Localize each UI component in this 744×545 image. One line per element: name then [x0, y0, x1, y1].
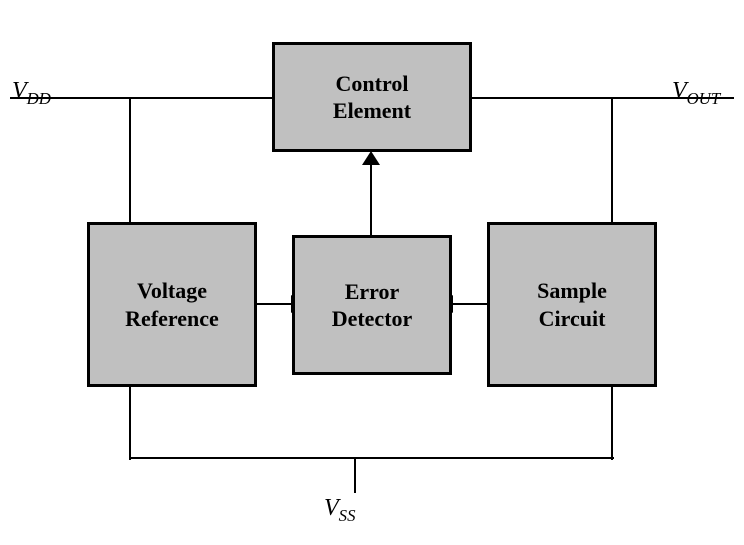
block-diagram: ControlElement VoltageReference ErrorDetec… — [0, 0, 744, 545]
block-error-label: ErrorDetector — [332, 278, 413, 333]
label-vdd: VDD — [12, 78, 51, 109]
wire-vref_to_err — [257, 303, 292, 305]
block-sample-label: SampleCircuit — [537, 277, 607, 332]
block-control: ControlElement — [272, 42, 472, 152]
wire-err_to_ctrl — [370, 164, 372, 235]
wire-samp_to_err — [452, 303, 487, 305]
wire-bottom_bus — [130, 457, 614, 459]
arrow-err_to_ctrl — [362, 151, 380, 165]
wire-vref_tap_down — [129, 98, 131, 222]
block-sample: SampleCircuit — [487, 222, 657, 387]
block-error: ErrorDetector — [292, 235, 452, 375]
block-vref-label: VoltageReference — [125, 277, 219, 332]
block-vref: VoltageReference — [87, 222, 257, 387]
block-control-label: ControlElement — [333, 70, 411, 125]
label-vss: VSS — [324, 495, 355, 526]
wire-vref_down — [129, 387, 131, 460]
label-vout: VOUT — [672, 78, 720, 109]
wire-samp_down — [611, 387, 613, 460]
wire-samp_tap_down — [611, 98, 613, 222]
wire-vss_tap — [354, 458, 356, 493]
